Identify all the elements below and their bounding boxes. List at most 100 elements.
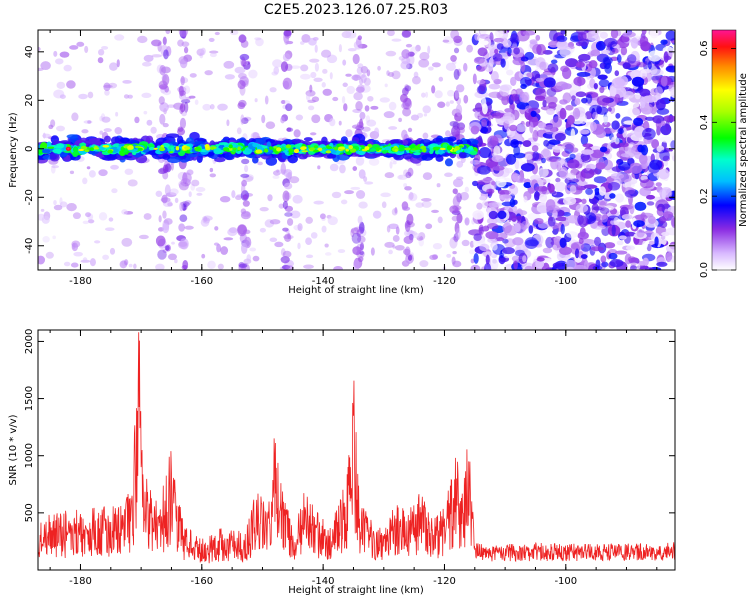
heatmap-cell [597,74,608,80]
heatmap-cell [48,124,54,130]
heatmap-cell [496,178,507,188]
heatmap-cell [94,240,101,244]
heatmap-cell [150,126,157,134]
heatmap-cell [326,54,338,64]
heatmap-cell [134,116,140,124]
heatmap-cell [375,147,383,150]
heatmap-cell [513,152,526,159]
heatmap-cell [502,112,516,124]
heatmap-cell [114,127,123,135]
heatmap-cell [404,147,411,151]
heatmap-cell [388,126,398,130]
heatmap-cell [145,135,154,144]
heatmap-cell [552,262,563,268]
heatmap-cell [309,147,316,151]
heatmap-cell [434,90,443,99]
heatmap-cell [451,256,456,265]
heatmap-cell [392,161,397,165]
heatmap-cell [155,263,165,270]
heatmap-cell [359,111,366,120]
colorbar: 0.0 0.2 0.4 0.6 Normalized spectral amplitu… [699,29,749,278]
heatmap-cell [384,172,395,179]
heatmap-cell [209,173,217,178]
heatmap-cell [639,88,651,97]
heatmap-cell [357,235,366,244]
heatmap-cell [487,237,498,244]
heatmap-cell [240,173,250,178]
heatmap-cell [617,161,631,171]
heatmap-cell [404,258,410,265]
heatmap-cell [103,82,111,92]
heatmap-cell [305,254,314,259]
heatmap-cell [238,34,247,43]
heatmap-cell [476,85,486,95]
heatmap-cell [303,137,313,142]
heatmap-cell [345,129,353,138]
heatmap-cell [40,141,48,149]
heatmap-cell [508,184,519,196]
heatmap-cell [261,114,266,124]
heatmap-cell [627,256,636,263]
heatmap-cell [202,217,211,224]
heatmap-cell [423,113,428,117]
heatmap-cell [641,30,647,35]
heatmap-cell [398,117,402,123]
heatmap-cell [241,242,248,254]
heatmap-cell [319,213,326,220]
heatmap-cell [604,242,616,249]
heatmap-cell [603,37,618,48]
colorbar-tick-label: 0.2 [699,188,710,204]
heatmap-cell [360,73,367,84]
heatmap-cell [633,220,645,228]
heatmap-cell [161,74,167,82]
heatmap-cell [542,99,547,108]
heatmap-cell [503,225,518,236]
heatmap-cell [356,66,363,75]
heatmap-cell [629,265,637,270]
heatmap-cell [613,217,620,225]
heatmap-cell [162,122,169,128]
heatmap-cell [127,94,133,99]
heatmap-cell [499,252,504,259]
heatmap-cell [342,82,348,88]
heatmap-cell [510,33,519,44]
heatmap-cell [421,92,426,98]
heatmap-cell [312,37,319,41]
heatmap-cell [655,86,663,97]
heatmap-cell [574,248,580,259]
heatmap-cell [449,120,458,127]
heatmap-cell [401,30,412,38]
heatmap-cell [254,98,258,103]
heatmap-cell [466,44,474,53]
heatmap-cell [240,211,251,220]
heatmap-cell [38,148,44,155]
heatmap-cell [209,167,214,173]
heatmap-cell [402,152,412,160]
heatmap-cell [347,47,357,52]
heatmap-cell [200,47,206,56]
heatmap-cell [492,53,503,62]
heatmap-cell [282,53,291,62]
heatmap-cell [585,94,593,104]
heatmap-cell [383,111,395,119]
heatmap-cell [220,246,229,255]
heatmap-cell [450,54,457,62]
heatmap-cell [101,116,111,123]
heatmap-cell [502,247,515,255]
heatmap-cell [531,145,539,152]
heatmap-cell [642,257,649,266]
heatmap-cell [224,74,235,80]
heatmap-cell [242,194,249,200]
heatmap-cell [580,134,589,146]
heatmap-cell [541,157,546,164]
heatmap-cell [438,76,444,82]
heatmap-cell [292,138,302,144]
heatmap-cell [513,209,528,216]
heatmap-cell [536,257,545,262]
heatmap-cell [99,116,104,122]
heatmap-cell [175,146,180,151]
heatmap-cell [311,114,321,124]
heatmap-cell [403,183,408,188]
heatmap-cell [474,102,483,112]
heatmap-cell [79,142,87,147]
